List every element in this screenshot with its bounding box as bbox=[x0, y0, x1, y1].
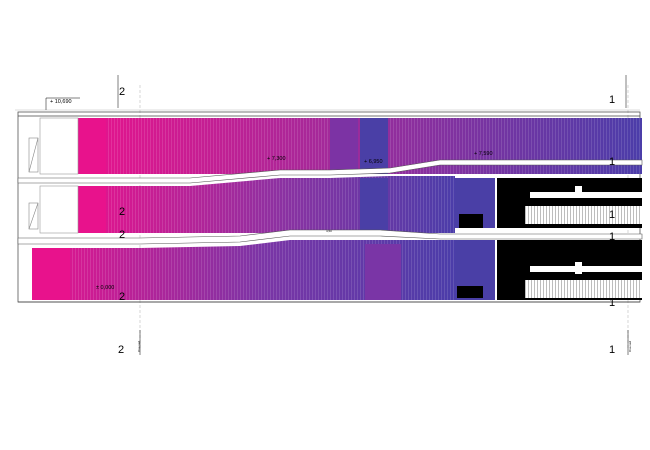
elevation-lower-mid: ± 0,000 bbox=[96, 285, 114, 291]
ramp-slab-upper bbox=[17, 159, 643, 184]
axis-label-mid-right-3: 1 bbox=[609, 231, 615, 243]
axis-label-mid-right-1: 1 bbox=[609, 156, 615, 168]
service-block-upper bbox=[497, 178, 642, 228]
section-mark: 4,50 bbox=[326, 229, 332, 233]
left-vertical-note: Osa sed bbox=[137, 340, 141, 352]
axis-label-mid-left-2: 2 bbox=[119, 229, 125, 241]
axis-label-left-bottom: 2 bbox=[118, 344, 124, 356]
axis-label-right-bottom: 1 bbox=[609, 344, 615, 356]
floor-lines bbox=[18, 115, 640, 303]
service-block-lower bbox=[497, 240, 642, 300]
axis-label-right-top: 1 bbox=[609, 94, 615, 106]
axis-marker-right-top: 1 bbox=[609, 75, 627, 108]
axis-label-mid-right-2: 1 bbox=[609, 209, 615, 221]
right-vertical-note: Osa sed bbox=[628, 340, 632, 352]
elevation-marker-top: + 10,690 bbox=[45, 97, 80, 110]
upper-floor bbox=[28, 117, 642, 175]
ramp-slab-lower bbox=[17, 229, 643, 245]
axis-label-left-top: 2 bbox=[119, 86, 125, 98]
elevation-top: + 10,690 bbox=[50, 99, 72, 105]
axis-marker-left-top: 2 bbox=[117, 75, 125, 108]
axis-label-mid-left-1: 2 bbox=[119, 206, 125, 218]
lower-floor bbox=[32, 240, 495, 300]
elevation-ramp-left: + 6,950 bbox=[364, 159, 383, 165]
elevation-upper-right: + 7,590 bbox=[474, 151, 493, 157]
axis-label-mid-right-4: 1 bbox=[609, 297, 615, 309]
elevation-upper-mid: + 7,300 bbox=[267, 156, 286, 162]
axis-marker-right-bottom: 1 Osa sed bbox=[609, 330, 632, 356]
axis-marker-left-bottom: 2 Osa sed bbox=[118, 330, 141, 356]
mid-floor bbox=[28, 176, 495, 234]
axis-label-mid-left-3: 2 bbox=[119, 291, 125, 303]
